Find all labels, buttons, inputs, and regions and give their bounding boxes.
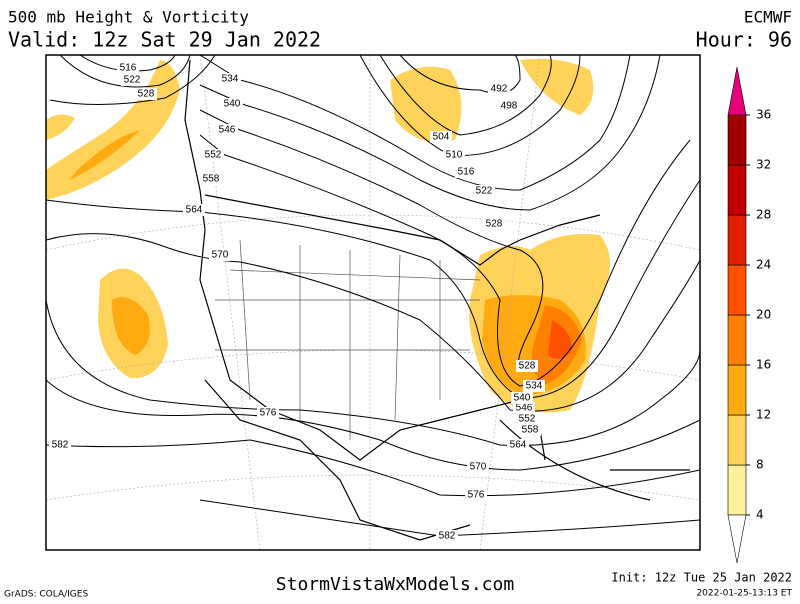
- colorbar-segment: [727, 114, 747, 166]
- contour-label-bg: [483, 218, 505, 230]
- timestamp: 2022-01-25-13:13 ET: [696, 589, 792, 599]
- colorbar-tick-label: 16: [756, 358, 771, 372]
- colorbar-segment: [727, 214, 747, 266]
- contour-label-bg: [523, 380, 545, 392]
- contour-label: 564: [510, 440, 527, 451]
- contour-label-bg: [473, 185, 495, 197]
- contour-label: 516: [458, 167, 475, 178]
- contour-label: 540: [224, 99, 241, 110]
- contour-label: 552: [205, 150, 222, 161]
- contour-label-bg: [121, 74, 143, 86]
- contour-label: 498: [501, 101, 518, 112]
- vorticity-shading: [46, 58, 610, 413]
- colorbar-segment: [727, 464, 747, 516]
- contour-labels: 5165225285345405465525585645705765825825…: [49, 62, 545, 542]
- contour-label: 558: [203, 174, 220, 185]
- lat-lon-grid: [45, 54, 701, 551]
- contour-label: 546: [516, 403, 533, 414]
- contour-label-bg: [507, 439, 529, 451]
- colorbar-tick-label: 32: [756, 158, 771, 172]
- contour-label: 492: [491, 84, 508, 95]
- colorbar-tick-label: 12: [756, 408, 771, 422]
- contour-label-bg: [436, 530, 458, 542]
- model: ECMWF: [744, 8, 792, 27]
- colorbar-over: [727, 66, 747, 116]
- colorbar-segment: [727, 314, 747, 366]
- contour-label: 576: [468, 490, 485, 501]
- contour-label-bg: [516, 360, 538, 372]
- contour-label: 504: [433, 132, 450, 143]
- contour-label: 582: [52, 440, 69, 451]
- contour-label-bg: [498, 100, 520, 112]
- colorbar-tick-label: 4: [756, 508, 764, 522]
- website: StormVistaWxModels.com: [276, 574, 514, 595]
- contour-label: 558: [522, 425, 539, 436]
- contour-label: 564: [186, 205, 203, 216]
- contour-label-bg: [219, 73, 241, 85]
- forecast-hour: Hour: 96: [696, 28, 792, 52]
- contour-label: 528: [519, 361, 536, 372]
- contour-label-bg: [202, 149, 224, 161]
- valid-time: Valid: 12z Sat 29 Jan 2022: [8, 28, 321, 52]
- colorbar-tick-label: 36: [756, 108, 771, 122]
- map: 5165225285345405465525585645705765825825…: [45, 54, 701, 551]
- contour-label: 576: [260, 408, 277, 419]
- contour-label-bg: [257, 407, 279, 419]
- contour-label: 582: [439, 531, 456, 542]
- colorbar: 4 8 12 16 20 24 28 32 36: [727, 66, 771, 564]
- colorbar-segment: [727, 164, 747, 216]
- colorbar-tick-label: 24: [756, 258, 771, 272]
- contour-label: 540: [514, 393, 531, 404]
- contour-label: 534: [222, 74, 239, 85]
- init-time: Init: 12z Tue 25 Jan 2022: [611, 571, 792, 585]
- contour-label-bg: [200, 173, 222, 185]
- colorbar-segment: [727, 264, 747, 316]
- colorbar-tick-label: 28: [756, 208, 771, 222]
- contour-label-bg: [183, 204, 205, 216]
- contour-label-bg: [516, 413, 538, 425]
- contour-label-bg: [117, 62, 139, 74]
- title: 500 mb Height & Vorticity: [8, 8, 249, 27]
- contour-label: 570: [470, 462, 487, 473]
- contour-label-bg: [488, 83, 510, 95]
- contour-label-bg: [513, 402, 535, 414]
- contour-label: 522: [124, 75, 141, 86]
- contour-label: 570: [212, 250, 229, 261]
- contour-label-bg: [221, 98, 243, 110]
- contour-label-bg: [519, 424, 541, 436]
- contour-label-bg: [430, 131, 452, 143]
- contour-label-bg: [467, 461, 489, 473]
- contour-label-bg: [209, 249, 231, 261]
- colorbar-tick-label: 20: [756, 308, 771, 322]
- contour-label-bg: [465, 489, 487, 501]
- contour-label: 516: [120, 63, 137, 74]
- contour-label-bg: [216, 124, 238, 136]
- contour-label-bg: [511, 392, 533, 404]
- contour-label: 510: [446, 150, 463, 161]
- contour-label: 552: [519, 414, 536, 425]
- contour-label: 546: [219, 125, 236, 136]
- contour-label-bg: [443, 149, 465, 161]
- colorbar-segment: [727, 414, 747, 466]
- contour-label: 534: [526, 381, 543, 392]
- colorbar-segment: [727, 364, 747, 416]
- contour-label-bg: [455, 166, 477, 178]
- contour-label-bg: [49, 439, 71, 451]
- contour-label: 528: [138, 89, 155, 100]
- credit: GrADS: COLA/IGES: [4, 590, 88, 600]
- contour-label-bg: [135, 88, 157, 100]
- contour-label: 528: [486, 219, 503, 230]
- contour-label: 522: [476, 186, 493, 197]
- colorbar-tick-label: 8: [756, 458, 764, 472]
- colorbar-under: [727, 514, 747, 564]
- height-contours: [45, 54, 701, 537]
- map-frame: [45, 54, 701, 551]
